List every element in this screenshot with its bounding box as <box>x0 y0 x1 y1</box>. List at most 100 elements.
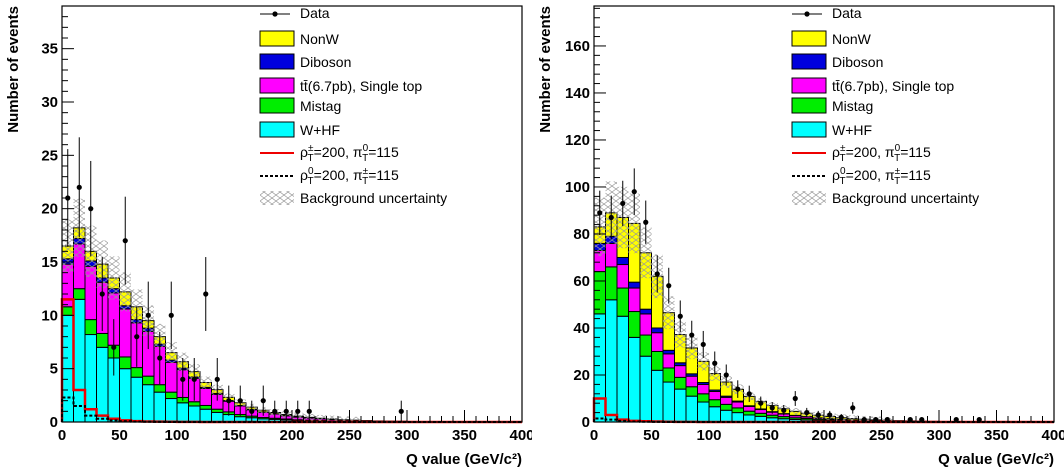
data-point-20 <box>295 408 301 414</box>
bar-whf-bin-2 <box>616 315 629 423</box>
legend-entry-ttbar_main: tt̄(6.7pb), Single top <box>259 77 422 94</box>
bar-mistag-bin-8 <box>685 386 698 397</box>
bar-whf-bin-1 <box>605 299 618 423</box>
bar-ttbar-bin-14 <box>754 409 767 414</box>
x-axis: 0 50 100 150 200 250 300 350 400 <box>590 410 1064 444</box>
data-point-16 <box>249 408 255 414</box>
bar-whf-bin-10 <box>176 402 189 423</box>
legend-label-data: Data <box>832 5 862 21</box>
legend-label-sig1: ρ± T=200, π0 T=115 <box>300 143 399 164</box>
data-point-33 <box>976 417 982 423</box>
legend-label-mistag: Mistag <box>832 98 873 114</box>
x-tick-label: 0 <box>58 427 66 444</box>
data-point-19 <box>283 408 289 414</box>
bar-whf-bin-7 <box>142 384 155 423</box>
bar-mistag-bin-5 <box>651 350 664 371</box>
bar-mistag-bin-7 <box>142 375 155 386</box>
bar-mistag-bin-12 <box>199 404 212 410</box>
bar-mistag-bin-4 <box>639 334 652 357</box>
legend-label-uncertainty: Background uncertainty <box>300 190 447 206</box>
x-tick-label: 350 <box>984 427 1009 444</box>
uncertainty-bin-24 <box>338 416 350 422</box>
legend-entry-ttbar_main: tt̄(6.7pb), Single top <box>791 77 954 94</box>
bar-diboson-bin-4 <box>639 308 652 315</box>
data-point-18 <box>272 408 278 414</box>
legend-entry-whf: W+HF <box>259 121 340 138</box>
bar-mistag-bin-6 <box>130 367 143 378</box>
bar-mistag-bin-0 <box>593 271 606 315</box>
data-point-22 <box>850 405 856 411</box>
data-point-17 <box>792 395 798 402</box>
y-tick-label: 80 <box>573 226 590 243</box>
data-point-10 <box>712 360 718 366</box>
bar-mistag-bin-8 <box>153 384 166 393</box>
x-tick-label: 200 <box>811 427 836 444</box>
bar-ttbar-bin-8 <box>685 375 698 388</box>
data-point-6 <box>666 283 672 289</box>
bar-whf-bin-12 <box>731 412 744 423</box>
legend: Data NonW Diboson tt̄(6.7pb), Single top Mis… <box>791 5 979 206</box>
bar-whf-bin-7 <box>674 388 687 423</box>
data-point-18 <box>804 409 810 416</box>
bar-mistag-bin-2 <box>616 287 629 317</box>
bar-whf-bin-9 <box>165 398 178 423</box>
y-tick-label: 20 <box>573 367 590 384</box>
bar-ttbar-bin-10 <box>708 390 721 401</box>
legend-entry-sig2: ρ0 T=200, π± T=115 <box>792 166 931 187</box>
bar-mistag-bin-3 <box>96 332 109 348</box>
y-tick-label: 35 <box>41 41 58 58</box>
bar-ttbar-bin-9 <box>165 361 178 393</box>
bar-mistag-bin-5 <box>119 356 132 370</box>
legend-entry-data: Data <box>792 5 862 21</box>
legend: Data NonW Diboson tt̄(6.7pb), Single top Mis… <box>259 5 447 206</box>
bar-ttbar-bin-1 <box>605 242 618 268</box>
bar-diboson-bin-3 <box>628 281 641 289</box>
data-point-25 <box>884 417 890 423</box>
left-chart-panel: 0 50 100 150 200 250 300 350 400 0 5 10 15 20 25 30 35 Q … <box>5 5 532 468</box>
bar-mistag-bin-12 <box>731 407 744 414</box>
right-chart-panel: 0 50 100 150 200 250 300 350 400 0 20 40 60 80 100 120 1… <box>532 0 1064 470</box>
legend-entry-whf: W+HF <box>791 121 872 138</box>
x-tick-label: 250 <box>337 427 362 444</box>
data-point-0 <box>597 210 603 216</box>
bar-mistag-bin-10 <box>708 399 721 408</box>
legend-hatch-swatch <box>792 191 826 205</box>
bar-whf-bin-11 <box>188 405 201 423</box>
legend-entry-diboson: Diboson <box>259 53 351 70</box>
bar-whf-bin-0 <box>593 313 606 423</box>
bar-ttbar-bin-5 <box>119 308 132 358</box>
data-point-17 <box>260 398 266 404</box>
data-point-19 <box>815 412 821 418</box>
data-point-5 <box>654 271 660 277</box>
data-point-7 <box>145 312 151 318</box>
bar-whf-bin-6 <box>662 381 675 423</box>
y-tick-label: 0 <box>50 414 58 431</box>
legend-label-sig2: ρ0 T=200, π± T=115 <box>832 166 931 187</box>
legend-entry-uncertainty: Background uncertainty <box>792 190 979 206</box>
bar-diboson-bin-6 <box>662 349 675 355</box>
bar-whf-bin-9 <box>697 401 710 423</box>
bar-whf-bin-4 <box>639 355 652 423</box>
bar-ttbar-bin-9 <box>697 383 710 395</box>
uncertainty-bin-4 <box>108 256 120 300</box>
data-point-22 <box>398 408 404 414</box>
bar-whf-bin-8 <box>153 391 166 423</box>
data-point-8 <box>689 332 695 338</box>
bar-whf-bin-3 <box>628 336 641 423</box>
bar-ttbar-bin-11 <box>720 396 733 405</box>
data-point-14 <box>758 400 764 406</box>
x-tick-label: 100 <box>696 427 721 444</box>
x-tick-label: 150 <box>754 427 779 444</box>
legend-entry-sig2: ρ0 T=200, π± T=115 <box>260 166 399 187</box>
uncertainty-bin-17 <box>789 408 801 415</box>
bar-whf-bin-5 <box>651 369 664 423</box>
legend-swatch <box>259 53 295 70</box>
data-point-2 <box>620 200 626 207</box>
y-tick-label: 15 <box>41 254 58 271</box>
x-axis: 0 50 100 150 200 250 300 350 400 <box>58 410 532 444</box>
uncertainty-bin-4 <box>640 227 652 279</box>
left-histogram-chart: 0 50 100 150 200 250 300 350 400 0 5 10 15 20 25 30 35 Q … <box>5 5 532 468</box>
legend-entry-data: Data <box>260 5 330 21</box>
y-tick-label: 40 <box>573 320 590 337</box>
bar-mistag-bin-13 <box>743 410 756 416</box>
